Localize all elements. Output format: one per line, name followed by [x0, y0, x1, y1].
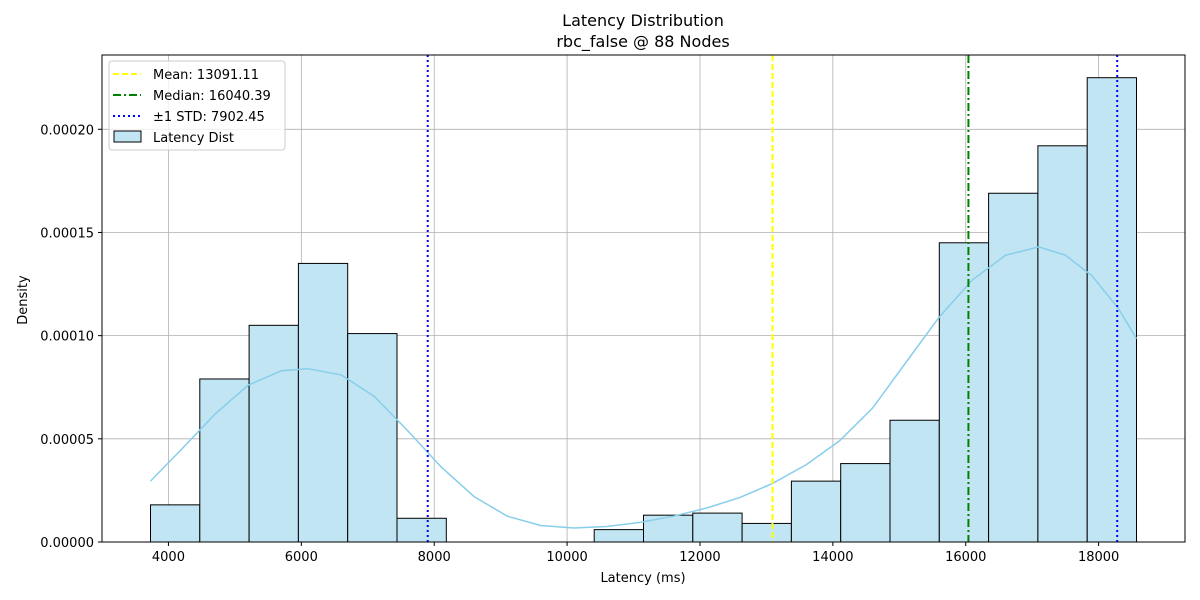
plot-frame: [101, 54, 1186, 543]
histogram-bar: [889, 419, 940, 543]
legend-median-label: Median: 16040.39: [153, 89, 271, 104]
x-axis-ticks: 4000 6000 8000 10000 12000 14000 16000 18000: [152, 542, 1119, 565]
x-tick-label: 10000: [546, 550, 587, 565]
histogram-bar: [643, 514, 694, 543]
x-tick-label: 14000: [812, 550, 853, 565]
legend-std-label: ±1 STD: 7902.45: [153, 110, 265, 125]
kde-curve: [149, 246, 1138, 529]
histogram-bar: [593, 529, 645, 543]
histogram-bar: [248, 324, 299, 543]
x-axis-label: Latency (ms): [600, 571, 685, 586]
histogram-bar: [938, 242, 990, 543]
kde-curve-group: [149, 246, 1138, 529]
histogram-bar: [1037, 145, 1088, 543]
y-axis-ticks: 0.00000 0.00005 0.00010 0.00015 0.00020: [40, 123, 102, 551]
histogram-bar: [988, 192, 1039, 543]
legend-hist-label: Latency Dist: [153, 131, 234, 146]
x-tick-label: 18000: [1078, 550, 1119, 565]
histogram-bar: [297, 262, 349, 543]
histogram-bar: [1086, 77, 1137, 543]
reference-lines: [426, 55, 1119, 542]
chart-title: Latency Distribution: [562, 11, 724, 30]
histogram-bar: [741, 522, 792, 543]
y-tick-label: 0.00000: [40, 536, 94, 551]
x-tick-label: 6000: [285, 550, 318, 565]
y-tick-label: 0.00010: [40, 330, 94, 345]
histogram-bar: [199, 378, 250, 543]
y-tick-label: 0.00015: [40, 226, 94, 241]
x-tick-label: 16000: [945, 550, 986, 565]
y-axis-label: Density: [16, 275, 31, 325]
x-tick-label: 12000: [679, 550, 720, 565]
y-tick-label: 0.00005: [40, 433, 94, 448]
x-tick-label: 8000: [418, 550, 451, 565]
x-tick-label: 4000: [152, 550, 185, 565]
histogram-bar: [692, 512, 743, 543]
legend: Mean: 13091.11 Median: 16040.39 ±1 STD: …: [108, 60, 286, 151]
histogram-bar: [396, 517, 447, 543]
legend-box: [108, 60, 286, 151]
chart-subtitle: rbc_false @ 88 Nodes: [556, 32, 729, 52]
histogram-bars: [150, 77, 1137, 543]
histogram-bar: [840, 463, 891, 543]
histogram-bar: [347, 333, 398, 543]
histogram-bar: [790, 480, 842, 543]
histogram-bar: [150, 504, 201, 543]
legend-mean-label: Mean: 13091.11: [153, 68, 259, 83]
legend-hist-swatch: [113, 130, 142, 143]
y-tick-label: 0.00020: [40, 123, 94, 138]
